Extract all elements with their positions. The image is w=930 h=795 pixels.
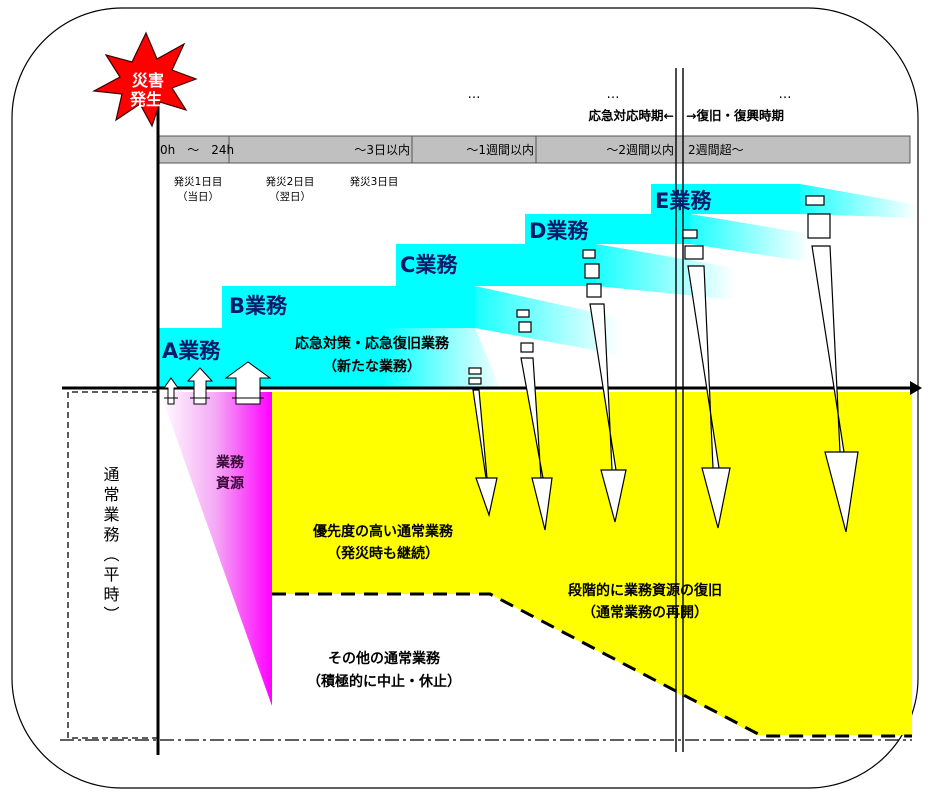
emergency-line2: （新たな業務） xyxy=(323,358,421,375)
other-work-area xyxy=(272,594,762,738)
emergency-line1: 応急対策・応急復旧業務 xyxy=(295,335,450,352)
restore-line2: （通常業務の再開） xyxy=(582,604,708,621)
timeline-label-3: ～1週間以内 xyxy=(466,143,534,157)
task-block-e xyxy=(651,184,800,214)
task-label-e: E業務 xyxy=(655,189,712,213)
task-tail-c xyxy=(596,244,735,300)
task-label-b: B業務 xyxy=(229,294,288,318)
emergency-band xyxy=(262,328,500,388)
priority-line2: （発災時も継続） xyxy=(327,545,439,562)
ellipsis-3: … xyxy=(779,87,792,102)
ellipsis-1: … xyxy=(468,87,481,102)
day-1-line2: （当日） xyxy=(177,190,219,203)
recovery-phase-label: →復旧・復興時期 xyxy=(686,108,784,123)
resource-triangle xyxy=(160,392,272,706)
task-block-c xyxy=(396,244,596,286)
task-block-d xyxy=(525,214,690,244)
resources-line1: 業務 xyxy=(215,454,245,471)
response-phase-label: 応急対応時期← xyxy=(589,108,674,123)
axis-arrowhead xyxy=(910,381,922,395)
outer-frame xyxy=(11,7,919,789)
task-tail-d xyxy=(690,214,810,262)
down-arrow-3 xyxy=(589,303,627,523)
task-tail-b xyxy=(475,286,620,355)
task-label-a: A業務 xyxy=(162,339,221,363)
task-label-d: D業務 xyxy=(529,219,589,243)
arrow-seg xyxy=(468,367,482,375)
down-arrow-1 xyxy=(472,389,498,518)
task-label-c: C業務 xyxy=(400,253,458,277)
timeline-bar xyxy=(157,135,911,164)
stepped-recovery-line xyxy=(272,592,912,738)
day-2-line2: （翌日） xyxy=(269,191,311,203)
day-3-line1: 発災3日目 xyxy=(350,175,399,188)
resources-line2: 資源 xyxy=(216,475,244,492)
down-arrow-2 xyxy=(520,357,553,531)
up-arrow-large xyxy=(224,361,272,405)
up-arrow-small xyxy=(163,377,179,405)
timeline-label-5: 2週間超～ xyxy=(688,142,744,157)
task-tail-e xyxy=(800,184,918,218)
restore-line1: 段階的に業務資源の復旧 xyxy=(568,582,722,599)
timeline-label-4: ～2週間以内 xyxy=(606,143,674,157)
burst-label-line2: 発生 xyxy=(129,90,162,109)
other-line2: （積極的に中止・休止） xyxy=(307,673,461,690)
down-arrow-4 xyxy=(687,265,731,529)
down-arrow-5 xyxy=(811,245,859,533)
day-1-line1: 発災1日目 xyxy=(174,175,223,188)
burst-label-line1: 災害 xyxy=(132,71,164,90)
priority-line1: 優先度の高い通常業務 xyxy=(312,523,454,540)
up-arrow-medium xyxy=(186,367,214,405)
task-block-b xyxy=(222,286,475,328)
other-line1: その他の通常業務 xyxy=(328,650,441,667)
disaster-burst xyxy=(92,31,198,128)
timeline-label-1: 0h ～ 24h xyxy=(160,143,234,157)
timeline-label-2: ～3日以内 xyxy=(354,143,410,157)
normal-ops-box xyxy=(67,391,160,739)
day-2-line1: 発災2日目 xyxy=(266,175,315,188)
ellipsis-2: … xyxy=(607,87,620,102)
normal-ops-label: 通常業務（平時） xyxy=(101,466,120,626)
